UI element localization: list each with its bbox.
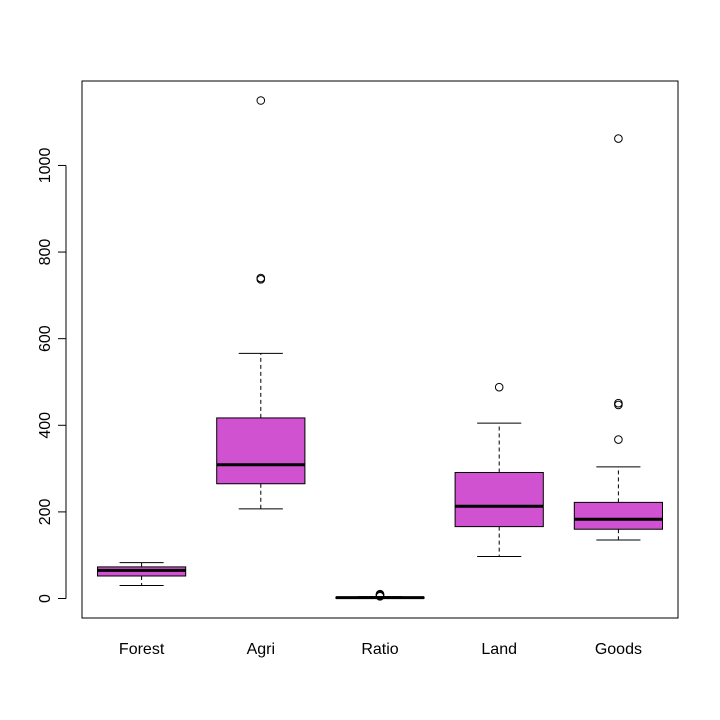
x-tick-label-1: Agri <box>247 641 275 658</box>
outlier-point-3 <box>375 589 385 599</box>
outlier-point-2 <box>614 398 623 408</box>
y-tick-label-4: 800 <box>37 239 54 266</box>
x-tick-label-0: Forest <box>119 641 165 658</box>
x-axis: Forest Agri Ratio Land Goods <box>119 641 642 658</box>
box-group-agri <box>216 96 306 510</box>
box-iqr <box>454 471 544 528</box>
box-group-goods <box>573 134 664 541</box>
box-group-land <box>454 382 544 558</box>
outlier-point-0 <box>494 382 504 392</box>
x-tick-label-3: Land <box>481 641 517 658</box>
outlier-point-1 <box>256 273 266 283</box>
y-tick-label-1: 200 <box>37 498 54 525</box>
box-group-forest <box>96 562 187 587</box>
box-iqr <box>216 417 306 485</box>
box-iqr <box>573 501 664 530</box>
x-tick-label-2: Ratio <box>361 641 398 658</box>
y-tick-label-3: 600 <box>37 325 54 352</box>
boxes-layer <box>96 96 664 601</box>
x-tick-label-4: Goods <box>595 641 642 658</box>
plot-frame <box>81 80 679 619</box>
y-tick-label-5: 1000 <box>37 148 54 184</box>
y-axis: 0 200 400 600 800 1000 <box>37 148 67 603</box>
outlier-point-2 <box>256 96 266 105</box>
box-group-ratio <box>335 589 425 601</box>
y-tick-label-0: 0 <box>37 594 54 603</box>
outlier-point-3 <box>614 134 623 143</box>
outlier-point-0 <box>614 435 623 444</box>
y-tick-label-2: 400 <box>37 412 54 439</box>
